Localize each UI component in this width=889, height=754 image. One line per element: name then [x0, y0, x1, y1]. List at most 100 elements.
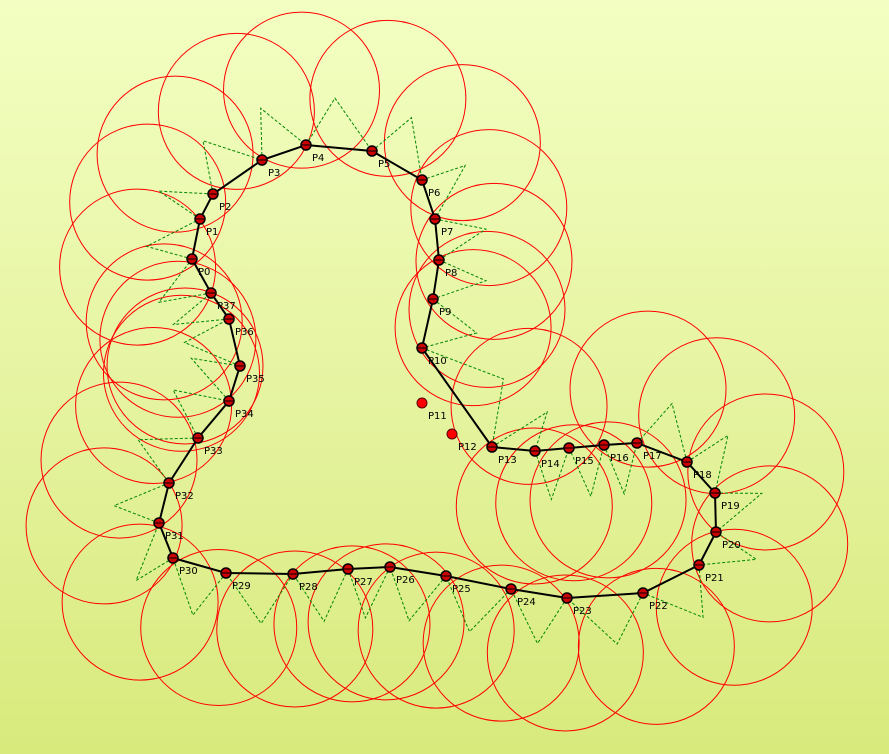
point-label: P13 — [498, 455, 517, 466]
point-label: P33 — [204, 446, 223, 457]
tangent-wedge — [566, 592, 644, 645]
tangent-wedge — [642, 564, 704, 619]
tangent-wedge — [421, 347, 505, 448]
fit-circle — [157, 32, 315, 190]
point-label: P36 — [235, 327, 254, 338]
tangent-wedge — [421, 298, 478, 349]
tangent-wedge — [137, 437, 199, 484]
tangent-wedge — [389, 566, 447, 622]
fit-circle — [75, 327, 233, 485]
fit-circle — [61, 523, 219, 681]
tangent-layer — [112, 97, 764, 645]
tangent-wedge — [534, 447, 570, 502]
tangent-wedge — [157, 258, 212, 303]
point-label: P32 — [175, 491, 194, 502]
point-label: P11 — [428, 411, 447, 422]
tangent-wedge — [434, 218, 488, 261]
fit-circle — [394, 249, 552, 407]
fit-circle — [40, 381, 198, 539]
tangent-wedge — [112, 482, 170, 524]
point-label: P2 — [219, 202, 231, 213]
fit-circle — [309, 19, 467, 177]
fit-circle — [691, 465, 849, 623]
tangent-wedge — [686, 434, 729, 494]
point-label: P9 — [439, 307, 451, 318]
fit-circle — [486, 574, 644, 732]
tangent-wedge — [292, 568, 349, 623]
chain-line — [157, 143, 718, 600]
tangent-wedge — [432, 259, 488, 300]
fit-circle — [106, 287, 264, 445]
tangent-wedge — [157, 190, 214, 220]
fit-circle — [59, 188, 217, 346]
tangent-wedge — [183, 318, 241, 367]
point-label: P16 — [610, 453, 629, 464]
point-label: P28 — [299, 582, 318, 593]
fit-circle — [529, 421, 687, 579]
point-label: P35 — [246, 374, 265, 385]
point-label: P21 — [705, 573, 724, 584]
fit-circle — [99, 260, 257, 418]
fit-circle — [273, 545, 431, 703]
fit-circle — [140, 549, 298, 707]
fit-circle — [422, 564, 580, 722]
point-label: P7 — [441, 227, 453, 238]
fit-circle — [450, 327, 608, 485]
chain-layer — [157, 143, 718, 600]
outlier-point — [416, 397, 428, 409]
point-label: P5 — [378, 159, 390, 170]
fit-circle — [96, 75, 254, 233]
tangent-wedge — [171, 292, 230, 326]
fit-circle — [638, 337, 796, 495]
tangent-wedge — [347, 566, 391, 620]
point-label: P34 — [235, 409, 254, 420]
point-label: P6 — [428, 188, 440, 199]
point-label: P3 — [268, 168, 280, 179]
point-label: P20 — [722, 540, 741, 551]
point-label: P10 — [428, 356, 447, 367]
circle-layer — [25, 11, 849, 732]
tangent-wedge — [603, 442, 638, 496]
point-label: P18 — [693, 470, 712, 481]
fit-circle — [655, 528, 813, 686]
point-label: P26 — [396, 575, 415, 586]
tangent-wedge — [172, 557, 227, 617]
point-label: P30 — [179, 566, 198, 577]
point-label: P14 — [541, 459, 560, 470]
tangent-wedge — [421, 164, 467, 220]
tangent-wedge — [568, 444, 605, 498]
tangent-wedge — [491, 410, 549, 452]
point-label: P25 — [452, 584, 471, 595]
fit-circle — [383, 64, 541, 222]
fit-circle — [357, 551, 515, 709]
point-label: P31 — [165, 531, 184, 542]
tangent-wedge — [190, 357, 241, 402]
fit-circle — [415, 182, 573, 340]
tangent-wedge — [305, 97, 373, 152]
tangent-wedge — [172, 389, 230, 439]
tangent-wedge — [145, 218, 201, 260]
fit-circle — [25, 447, 183, 605]
tangent-wedge — [698, 531, 758, 566]
point-label: P4 — [312, 153, 324, 164]
point-layer: P0 P1 P2 P3 P4 P5 P6 P7 P8 P9 P10 P11 P12 P13 P14 P15 P1… — [153, 139, 741, 617]
fit-circle — [569, 310, 727, 468]
fit-circle — [455, 427, 613, 585]
fit-circle — [223, 11, 381, 169]
fit-circle — [408, 230, 566, 388]
fit-circle — [307, 543, 465, 701]
tangent-wedge — [371, 116, 423, 181]
point-label: P29 — [232, 581, 251, 592]
fit-circle — [495, 424, 653, 582]
point-label: P23 — [573, 606, 592, 617]
point-label: P27 — [354, 577, 373, 588]
fit-circle — [410, 129, 568, 287]
point-label: P0 — [198, 267, 210, 278]
fit-circle — [577, 567, 735, 725]
point-label: P15 — [575, 456, 594, 467]
point-label: P24 — [517, 597, 536, 608]
point-label: P12 — [458, 442, 477, 453]
point-label: P8 — [445, 268, 457, 279]
point-label: P17 — [643, 451, 662, 462]
